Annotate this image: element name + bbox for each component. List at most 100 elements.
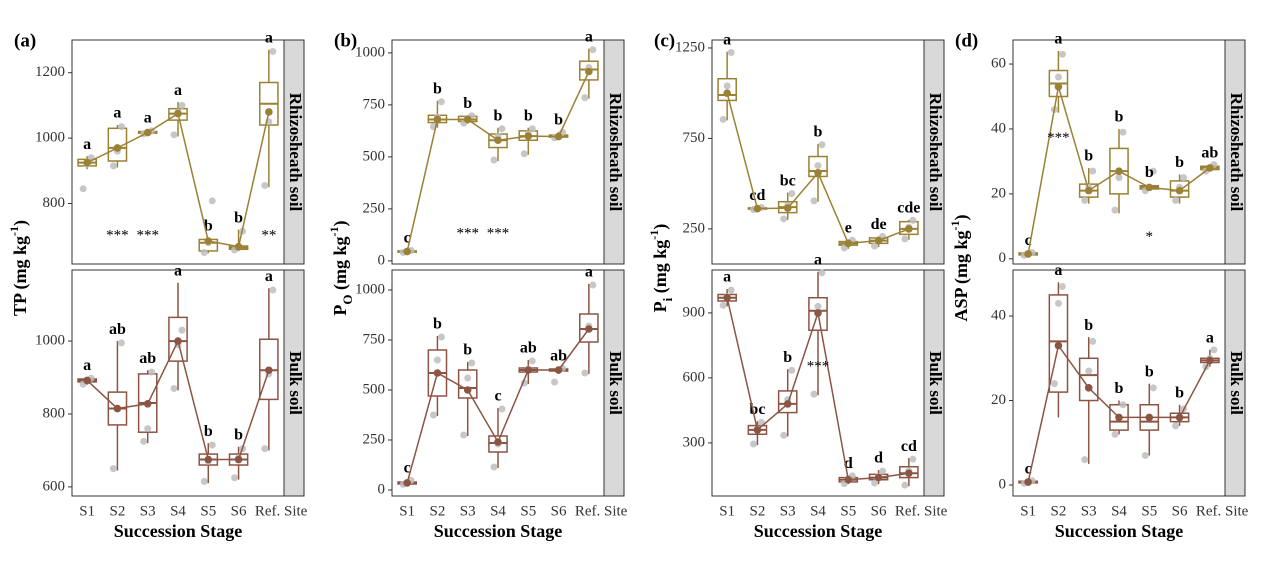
y-axis-label-part: (mg kg <box>650 240 671 298</box>
mean-point <box>554 132 563 141</box>
significance-letter: bc <box>780 172 796 189</box>
significance-letter: a <box>174 262 182 279</box>
data-point <box>498 405 506 413</box>
significance-letter: b <box>554 112 563 129</box>
y-tick-label: 300 <box>683 434 706 450</box>
mean-point <box>753 204 762 213</box>
y-tick-label: 900 <box>683 304 706 320</box>
significance-letter: b <box>1145 363 1154 380</box>
data-point <box>269 47 277 55</box>
data-point <box>200 249 208 257</box>
strip <box>923 269 945 497</box>
mean-point <box>113 144 122 152</box>
significance-letter: b <box>1084 148 1093 165</box>
data-point <box>901 235 909 243</box>
data-point <box>1141 451 1149 459</box>
strip-label: Rhizosheath soil <box>606 93 625 212</box>
mean-point <box>753 426 762 434</box>
significance-stars: *** <box>807 359 830 375</box>
x-tick-label: S1 <box>399 503 415 519</box>
mean-point <box>554 366 563 374</box>
y-axis-label-part: -1 <box>647 230 661 240</box>
significance-stars: *** <box>136 228 159 244</box>
x-tick-label: S5 <box>200 503 216 519</box>
strip-label: Rhizosheath soil <box>926 93 945 212</box>
data-point <box>727 48 735 56</box>
mean-point <box>783 400 792 408</box>
data-point <box>818 141 826 149</box>
y-tick-label: 1000 <box>355 44 385 60</box>
significance-stars: *** <box>1047 130 1070 146</box>
significance-stars: *** <box>106 228 129 244</box>
significance-letter: cd <box>901 438 917 455</box>
data-point <box>871 479 879 487</box>
data-point <box>901 481 909 489</box>
y-tick-label: 250 <box>683 220 706 236</box>
mean-point <box>265 108 273 116</box>
significance-letter: ab <box>139 350 156 367</box>
mean-point <box>463 386 472 394</box>
mean-point <box>494 136 502 145</box>
y-tick-label: 250 <box>363 200 386 216</box>
significance-letter: e <box>845 219 852 236</box>
data-point <box>788 366 796 374</box>
y-axis-label-part: ) <box>330 220 351 226</box>
y-axis-label-part: P <box>330 305 350 316</box>
panel-label: (a) <box>14 30 36 51</box>
data-point <box>200 477 208 485</box>
x-tick-label: S3 <box>1081 503 1097 519</box>
mean-point <box>234 242 243 251</box>
plot-frame <box>71 39 285 265</box>
strip <box>283 39 305 265</box>
data-point <box>1081 456 1089 464</box>
x-tick-label: Ref. Site <box>575 503 628 519</box>
data-point <box>810 197 818 205</box>
y-axis-label-part: -1 <box>327 226 341 236</box>
y-tick-label: 0 <box>999 476 1007 492</box>
data-point <box>1081 196 1089 204</box>
x-tick-label: S3 <box>460 503 476 519</box>
data-point <box>148 368 156 376</box>
data-point <box>490 156 498 164</box>
y-axis-label-part: TP (mg kg <box>10 236 31 316</box>
strip <box>923 39 945 265</box>
y-tick-label: 500 <box>363 381 386 397</box>
significance-letter: ab <box>550 348 567 365</box>
strip <box>603 269 625 497</box>
data-point <box>581 369 589 377</box>
y-tick-label: 750 <box>683 130 706 146</box>
mean-point <box>844 475 853 484</box>
mean-point <box>723 89 731 97</box>
y-tick-label: 0 <box>999 250 1007 266</box>
significance-letter: b <box>494 107 503 124</box>
y-tick-label: 40 <box>991 120 1006 136</box>
significance-letter: b <box>814 124 823 141</box>
data-point <box>144 425 152 433</box>
mean-point <box>174 109 182 118</box>
data-point <box>170 384 178 392</box>
data-point <box>719 301 727 309</box>
data-point <box>749 440 757 448</box>
x-tick-label: S4 <box>170 503 186 519</box>
strip-label: Bulk soil <box>1227 351 1246 415</box>
significance-letter: b <box>1115 109 1124 126</box>
data-point <box>909 455 917 463</box>
significance-letter: a <box>265 268 273 285</box>
x-tick-label: Ref. Site <box>255 503 308 519</box>
mean-point <box>814 169 822 177</box>
x-tick-label: S6 <box>1172 503 1188 519</box>
y-tick-label: 1000 <box>35 130 65 146</box>
significance-letter: a <box>585 264 593 281</box>
mean-point <box>905 225 913 233</box>
significance-letter: a <box>1054 31 1062 48</box>
significance-letter: b <box>783 349 792 366</box>
significance-letter: a <box>1206 330 1214 347</box>
significance-letter: d <box>874 450 883 467</box>
mean-point <box>1024 478 1032 486</box>
data-point <box>208 197 216 205</box>
mean-point <box>1054 341 1063 350</box>
x-tick-label: S6 <box>231 503 247 519</box>
mean-point <box>1145 183 1154 192</box>
strip <box>603 39 625 265</box>
